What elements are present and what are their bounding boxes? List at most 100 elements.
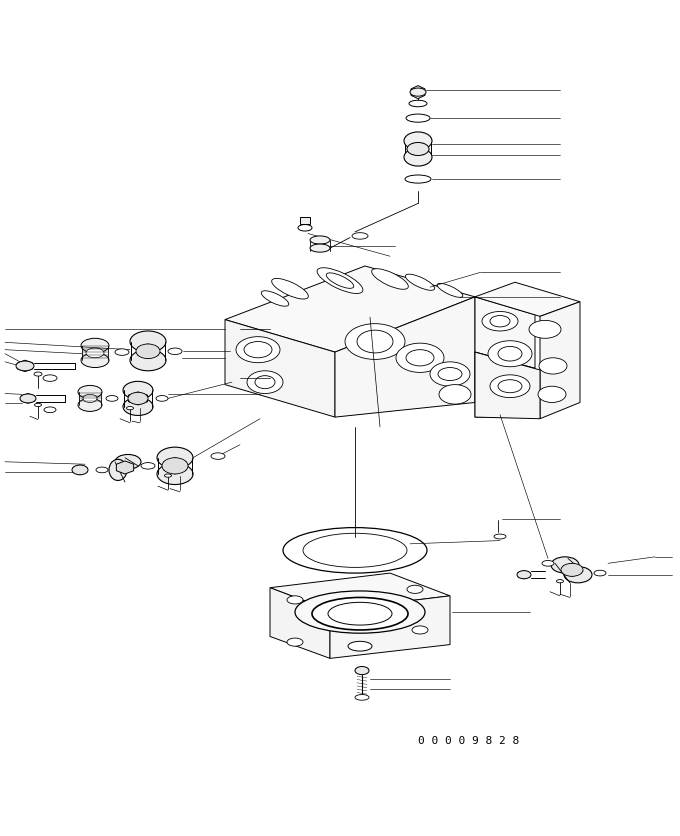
Ellipse shape — [355, 667, 369, 675]
Ellipse shape — [538, 387, 566, 403]
Ellipse shape — [255, 376, 275, 390]
Ellipse shape — [115, 349, 129, 356]
Polygon shape — [129, 392, 148, 405]
Ellipse shape — [406, 115, 430, 123]
Ellipse shape — [488, 341, 532, 367]
Ellipse shape — [355, 695, 369, 701]
Polygon shape — [225, 320, 335, 418]
Ellipse shape — [106, 396, 118, 402]
Polygon shape — [17, 361, 33, 372]
Ellipse shape — [490, 316, 510, 328]
Polygon shape — [475, 353, 535, 418]
Ellipse shape — [430, 363, 470, 387]
Ellipse shape — [498, 347, 522, 362]
Ellipse shape — [437, 284, 463, 298]
Ellipse shape — [115, 455, 141, 470]
Ellipse shape — [412, 626, 428, 635]
Ellipse shape — [168, 349, 182, 355]
Ellipse shape — [81, 354, 109, 368]
Ellipse shape — [298, 225, 312, 232]
Ellipse shape — [404, 149, 432, 167]
Ellipse shape — [44, 407, 56, 413]
Polygon shape — [330, 596, 450, 659]
Ellipse shape — [287, 596, 303, 604]
Ellipse shape — [123, 398, 153, 416]
Ellipse shape — [244, 342, 272, 359]
Ellipse shape — [357, 331, 393, 354]
Ellipse shape — [529, 321, 561, 339]
Ellipse shape — [396, 344, 444, 373]
Polygon shape — [21, 394, 35, 404]
Polygon shape — [116, 461, 134, 474]
Ellipse shape — [404, 133, 432, 150]
Polygon shape — [164, 458, 186, 474]
Ellipse shape — [594, 570, 606, 576]
Ellipse shape — [83, 395, 97, 403]
Ellipse shape — [328, 603, 392, 625]
Polygon shape — [407, 144, 429, 155]
Ellipse shape — [405, 176, 431, 184]
Polygon shape — [356, 667, 368, 675]
Ellipse shape — [490, 375, 530, 398]
Ellipse shape — [326, 273, 354, 289]
Ellipse shape — [556, 580, 564, 584]
Ellipse shape — [295, 591, 425, 634]
Ellipse shape — [157, 464, 193, 485]
Ellipse shape — [35, 404, 41, 407]
Ellipse shape — [542, 561, 554, 567]
Ellipse shape — [407, 143, 429, 156]
Ellipse shape — [409, 101, 427, 108]
Ellipse shape — [128, 393, 148, 405]
Ellipse shape — [494, 534, 506, 539]
Ellipse shape — [348, 641, 372, 651]
Ellipse shape — [16, 362, 34, 371]
Ellipse shape — [123, 382, 153, 400]
Ellipse shape — [439, 385, 471, 405]
Ellipse shape — [96, 467, 108, 473]
Ellipse shape — [517, 571, 531, 579]
Polygon shape — [73, 466, 87, 475]
Ellipse shape — [211, 453, 225, 460]
Ellipse shape — [310, 245, 330, 252]
Polygon shape — [411, 86, 425, 99]
Ellipse shape — [78, 386, 102, 399]
Ellipse shape — [410, 89, 426, 97]
Ellipse shape — [261, 292, 289, 307]
Ellipse shape — [372, 269, 408, 290]
Ellipse shape — [81, 339, 109, 354]
Polygon shape — [475, 353, 540, 419]
Ellipse shape — [20, 395, 36, 404]
Ellipse shape — [539, 359, 567, 375]
Ellipse shape — [272, 279, 308, 299]
Ellipse shape — [564, 567, 592, 584]
Ellipse shape — [312, 598, 408, 630]
Ellipse shape — [136, 344, 160, 359]
Ellipse shape — [72, 466, 88, 475]
Ellipse shape — [407, 585, 423, 594]
Polygon shape — [137, 344, 158, 359]
Polygon shape — [540, 303, 580, 419]
Ellipse shape — [303, 533, 407, 568]
Ellipse shape — [345, 324, 405, 360]
Ellipse shape — [141, 463, 155, 470]
Ellipse shape — [236, 337, 280, 363]
Polygon shape — [270, 573, 450, 611]
Polygon shape — [335, 298, 475, 418]
Ellipse shape — [310, 237, 330, 245]
Polygon shape — [562, 563, 581, 577]
Ellipse shape — [482, 312, 518, 332]
Ellipse shape — [561, 563, 583, 577]
Ellipse shape — [130, 350, 166, 371]
Ellipse shape — [352, 233, 368, 240]
Ellipse shape — [130, 332, 166, 353]
Ellipse shape — [78, 399, 102, 412]
Ellipse shape — [406, 350, 434, 366]
Ellipse shape — [157, 447, 193, 469]
Ellipse shape — [283, 528, 427, 573]
Ellipse shape — [438, 368, 462, 381]
Polygon shape — [475, 298, 535, 369]
Ellipse shape — [498, 380, 522, 393]
Ellipse shape — [126, 407, 133, 410]
Ellipse shape — [34, 373, 42, 376]
Polygon shape — [225, 267, 475, 353]
